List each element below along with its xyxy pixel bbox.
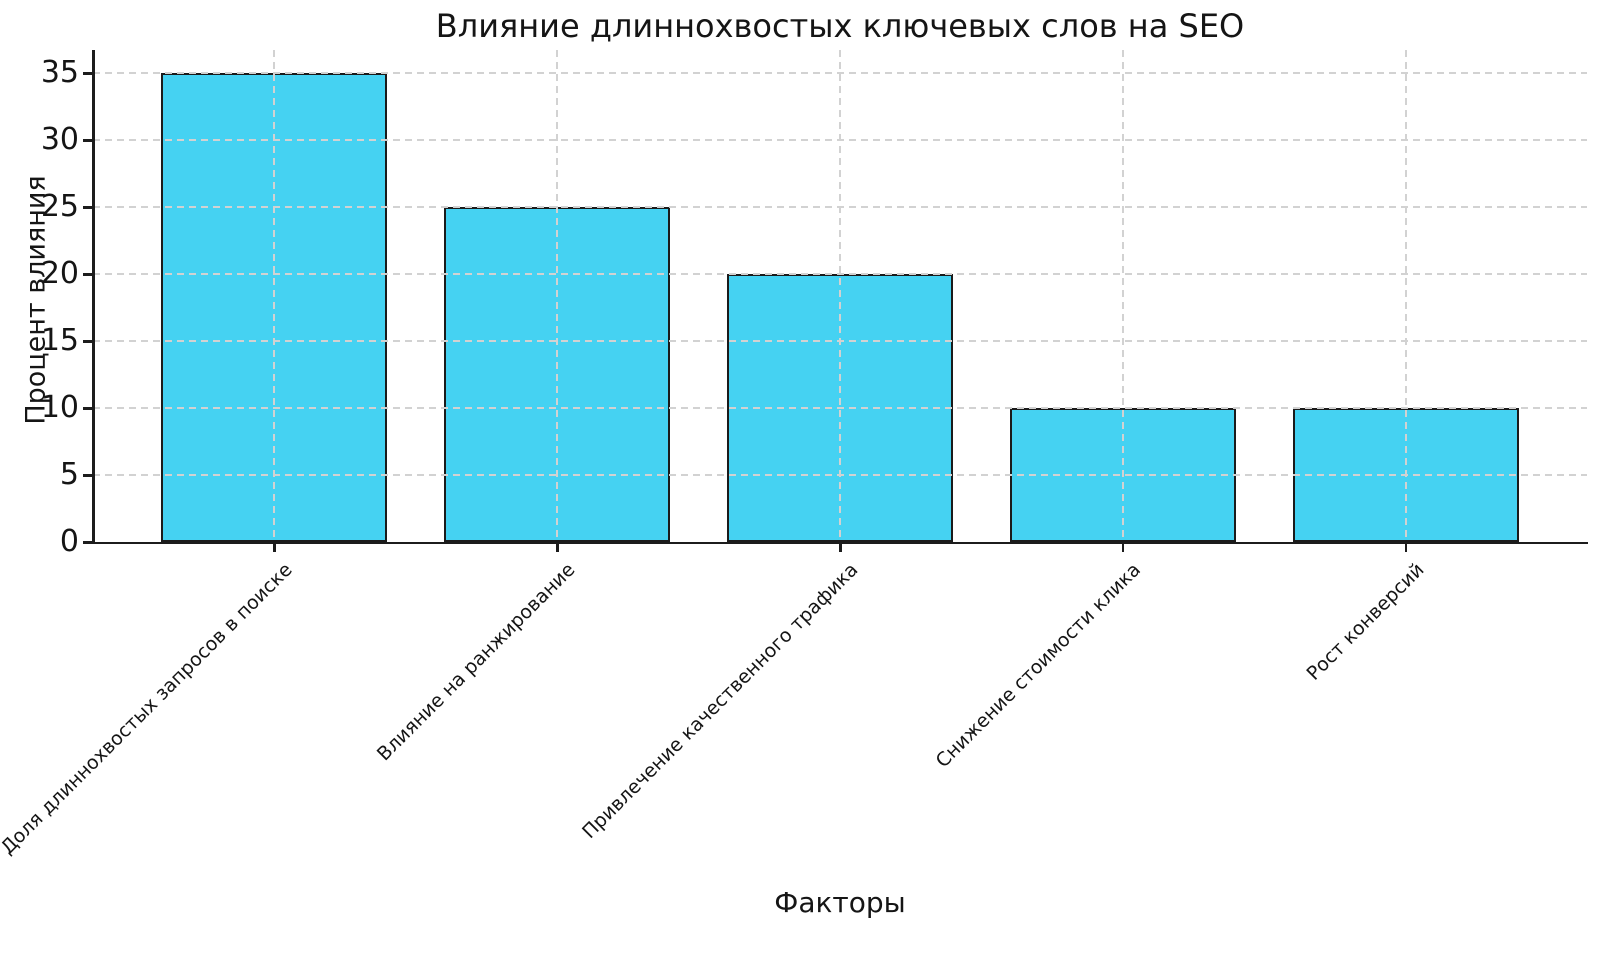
v-gridline-2 [839, 50, 841, 542]
v-gridline-4 [1404, 50, 1407, 542]
x-tick-mark-3 [1121, 543, 1125, 552]
y-axis-spine [92, 50, 95, 544]
x-tick-mark-4 [1404, 543, 1408, 552]
v-gridline-1 [556, 50, 559, 542]
plot-area [83, 50, 1588, 552]
x-tick-mark-2 [839, 543, 842, 552]
x-tick-label-text-1: Влияние на ранжирование [372, 558, 580, 766]
y-tick-label-25: 25 [40, 189, 79, 225]
y-tick-mark-30 [83, 139, 93, 142]
y-tick-label-20: 20 [40, 256, 79, 292]
y-tick-label-5: 5 [59, 457, 79, 493]
y-tick-label-0: 0 [59, 524, 79, 559]
y-tick-mark-10 [83, 407, 93, 410]
y-tick-mark-0 [83, 541, 93, 544]
x-tick-label-text-3: Снижение стоимости клика [931, 558, 1146, 773]
x-tick-label-text-2: Привлечение качественного трафика [577, 558, 863, 844]
y-tick-label-15: 15 [40, 323, 79, 359]
y-tick-mark-20 [83, 273, 93, 276]
y-tick-label-10: 10 [40, 390, 79, 426]
y-tick-label-35: 35 [40, 55, 79, 91]
x-tick-label-text-0: Доля длиннохвостых запросов в поиске [0, 558, 297, 859]
x-axis-spine [92, 541, 1588, 544]
v-gridline-3 [1121, 50, 1124, 542]
x-tick-mark-1 [556, 543, 559, 552]
y-tick-label-30: 30 [40, 122, 79, 158]
chart-title: Влияние длиннохвостых ключевых слов на S… [435, 7, 1245, 45]
v-gridline-0 [273, 50, 276, 542]
y-tick-mark-15 [83, 340, 93, 343]
y-tick-mark-5 [83, 474, 93, 477]
x-tick-label-text-4: Рост конверсий [1302, 558, 1429, 685]
x-tick-mark-0 [273, 543, 276, 552]
y-tick-mark-25 [83, 206, 93, 209]
y-tick-mark-35 [83, 72, 93, 75]
x-axis-label: Факторы [774, 886, 906, 919]
